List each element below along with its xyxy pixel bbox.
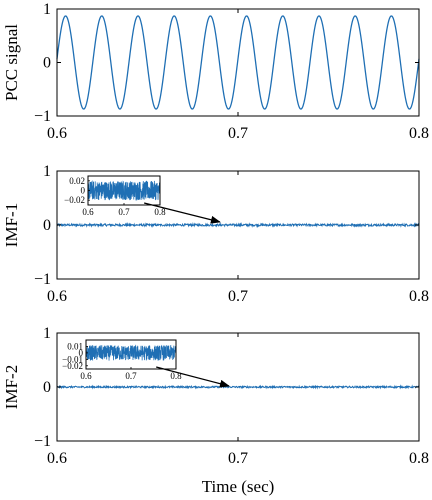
inset-x-tick-label: 0.8 xyxy=(154,207,166,217)
y-tick-label: 1 xyxy=(43,163,51,180)
x-tick-label: 0.6 xyxy=(47,125,67,142)
inset-arrow xyxy=(156,366,230,388)
x-tick-label: 0.7 xyxy=(228,288,248,305)
y-tick-label: −1 xyxy=(34,271,51,288)
inset-y-tick-label: 0 xyxy=(79,348,84,358)
inset-y-tick-label: −0.01 xyxy=(62,354,83,364)
x-tick-label: 0.8 xyxy=(409,450,429,467)
y-tick-label: 1 xyxy=(43,325,51,342)
y-tick-label: −1 xyxy=(34,433,51,450)
inset-plot: 0.6 0.7 0.8 0.010−0.01−0.02 xyxy=(62,339,230,388)
inset-x-tick-label: 0.6 xyxy=(80,371,92,381)
inset-plot: 0.6 0.7 0.8 0.020−0.02 xyxy=(64,175,221,224)
inset-x-tick-label: 0.6 xyxy=(82,207,94,217)
x-tick-label: 0.7 xyxy=(228,450,248,467)
y-axis-label: IMF-2 xyxy=(2,365,21,409)
x-tick-label: 0.8 xyxy=(409,288,429,305)
inset-x-tick-label: 0.7 xyxy=(118,207,130,217)
y-axis-label: PCC signal xyxy=(2,24,21,101)
series-line xyxy=(56,222,420,228)
inset-series-line xyxy=(85,344,177,361)
inset-y-tick-label: −0.02 xyxy=(64,195,85,205)
x-tick-label: 0.8 xyxy=(409,125,429,142)
inset-y-tick-label: 0 xyxy=(81,186,86,196)
series-line xyxy=(56,15,420,110)
inset-y-tick-label: 0.01 xyxy=(67,341,83,351)
inset-series-line xyxy=(87,180,161,202)
x-axis-label: Time (sec) xyxy=(202,477,275,496)
y-tick-label: 0 xyxy=(43,217,51,234)
inset-y-tick-label: −0.02 xyxy=(62,361,83,371)
y-tick-label: 1 xyxy=(43,1,51,18)
inset-x-tick-label: 0.8 xyxy=(170,371,182,381)
subplot-1: 0.6 0.7 0.8 −1 0 1 PCC signal xyxy=(2,1,429,142)
subplot-3: 0.6 0.7 0.8 −1 0 1 IMF-2 Time (sec) 0.6 0.7 0.8 0.0… xyxy=(2,325,429,496)
x-tick-label: 0.7 xyxy=(228,125,248,142)
inset-arrow xyxy=(144,202,221,224)
inset-x-tick-label: 0.7 xyxy=(125,371,137,381)
series-line xyxy=(56,384,420,390)
y-tick-label: 0 xyxy=(43,55,51,72)
y-axis-label: IMF-1 xyxy=(2,203,21,247)
x-tick-label: 0.6 xyxy=(47,288,67,305)
inset-y-tick-label: 0.02 xyxy=(69,176,85,186)
y-tick-label: −1 xyxy=(34,108,51,125)
x-tick-label: 0.6 xyxy=(47,450,67,467)
y-tick-label: 0 xyxy=(43,379,51,396)
